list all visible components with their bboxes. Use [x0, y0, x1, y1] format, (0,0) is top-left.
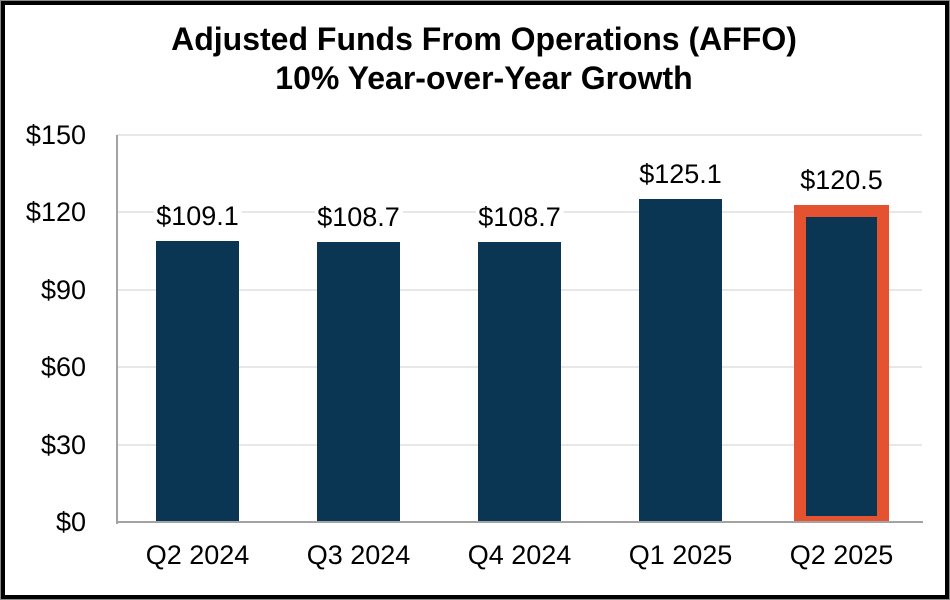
- chart-title-line1: Adjusted Funds From Operations (AFFO): [171, 21, 797, 57]
- x-axis-category-label: Q1 2025: [628, 540, 733, 570]
- bar-value-label: $108.7: [475, 201, 564, 232]
- y-axis-tick-label: $60: [40, 352, 86, 383]
- bar-q2-2024: [156, 240, 239, 522]
- bar-value-label: $125.1: [636, 159, 725, 190]
- x-axis-category-label: Q4 2024: [467, 540, 572, 570]
- x-axis-line: [116, 521, 923, 523]
- bar-value-label: $120.5: [797, 165, 886, 196]
- y-axis-tick-label: $30: [40, 429, 86, 460]
- bar-q3-2024: [317, 241, 400, 522]
- y-axis-line: [116, 135, 118, 524]
- chart-title-line2: 10% Year-over-Year Growth: [275, 60, 693, 96]
- bar-value-label: $108.7: [314, 201, 403, 232]
- bar-q2-2025: [794, 205, 889, 522]
- gridline: [117, 134, 922, 136]
- y-axis-tick-label: $90: [40, 274, 86, 305]
- x-axis-category-label: Q2 2025: [789, 540, 894, 570]
- x-axis-category-label: Q2 2024: [145, 540, 250, 570]
- y-axis-tick-label: $150: [25, 120, 86, 150]
- y-axis-tick-label: $120: [25, 197, 86, 228]
- y-axis-tick-label: $0: [55, 507, 86, 537]
- bar-q1-2025: [639, 199, 722, 522]
- chart-title: Adjusted Funds From Operations (AFFO) 10…: [18, 20, 950, 98]
- bar-q4-2024: [478, 241, 561, 522]
- x-axis-category-label: Q3 2024: [306, 540, 411, 570]
- bar-value-label: $109.1: [153, 200, 242, 231]
